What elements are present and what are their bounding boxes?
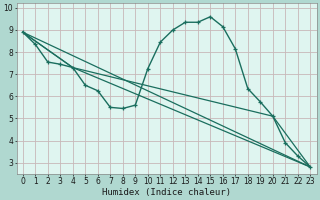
X-axis label: Humidex (Indice chaleur): Humidex (Indice chaleur) [102, 188, 231, 197]
